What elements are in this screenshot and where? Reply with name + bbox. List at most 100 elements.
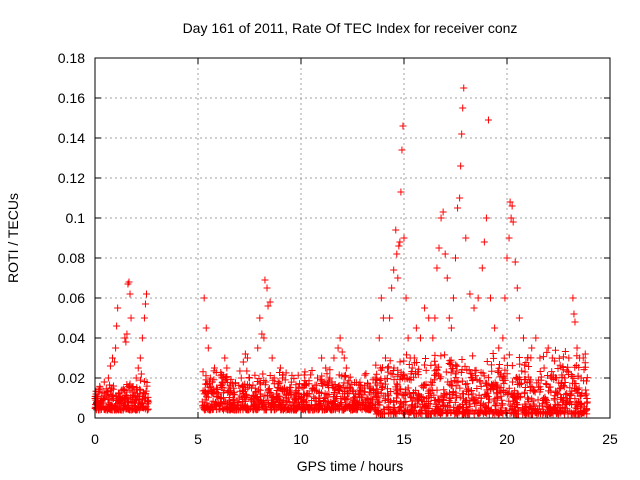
data-point	[143, 290, 150, 298]
data-point	[377, 375, 385, 383]
data-point	[527, 410, 535, 418]
data-point	[213, 384, 221, 392]
data-point	[352, 379, 360, 387]
data-point	[260, 334, 268, 342]
data-point	[452, 362, 460, 370]
data-point	[437, 352, 445, 360]
data-point	[477, 368, 485, 376]
data-point	[123, 330, 131, 338]
data-point	[451, 398, 459, 406]
data-point	[256, 314, 264, 322]
data-point	[241, 380, 249, 388]
data-point	[546, 409, 554, 417]
data-point	[252, 390, 260, 398]
data-point	[198, 398, 206, 406]
data-point	[108, 396, 116, 404]
data-point	[126, 380, 134, 388]
data-point	[524, 354, 532, 362]
data-point	[142, 390, 150, 398]
data-point	[283, 398, 291, 406]
y-tick-label: 0.18	[58, 50, 85, 66]
data-point	[204, 393, 212, 401]
data-point	[511, 258, 519, 266]
data-point	[521, 361, 529, 369]
data-point	[422, 380, 430, 388]
data-point	[408, 402, 416, 410]
data-point	[505, 389, 513, 397]
data-point	[141, 300, 149, 308]
data-point	[323, 370, 331, 378]
data-point	[530, 386, 538, 394]
data-point	[545, 387, 553, 395]
data-point	[293, 400, 301, 408]
data-point	[98, 402, 106, 410]
data-point	[487, 361, 495, 369]
data-point	[276, 364, 284, 372]
data-point	[106, 381, 114, 389]
y-tick-label: 0.16	[58, 90, 85, 106]
data-point	[119, 386, 127, 394]
data-point	[505, 351, 513, 359]
data-point	[337, 395, 345, 403]
x-axis-label: GPS time / hours	[297, 458, 404, 474]
data-point	[136, 403, 144, 411]
data-point	[94, 398, 102, 406]
data-point	[132, 406, 140, 414]
data-point	[561, 379, 569, 387]
data-point	[399, 122, 407, 130]
data-point	[470, 304, 478, 312]
data-point	[205, 380, 213, 388]
data-point	[431, 351, 439, 359]
data-point	[489, 350, 497, 358]
data-point	[297, 394, 305, 402]
data-point	[477, 382, 485, 390]
axis-ticks	[94, 57, 611, 419]
data-point	[472, 398, 480, 406]
data-point	[402, 294, 410, 302]
data-point	[421, 361, 429, 369]
data-point	[264, 302, 272, 310]
x-tick-labels: 0 5 10 15 20 25	[91, 431, 618, 447]
data-point	[408, 394, 416, 402]
data-point	[266, 371, 274, 379]
data-point	[493, 390, 501, 398]
data-point	[243, 367, 251, 375]
data-point	[390, 364, 398, 372]
data-point	[335, 405, 343, 413]
y-tick-labels: 0 0.02 0.04 0.06 0.08 0.1 0.12 0.14 0.16 0.18	[58, 50, 85, 426]
data-point	[241, 393, 249, 401]
data-point	[491, 395, 499, 403]
data-point	[555, 385, 563, 393]
data-point	[462, 396, 470, 404]
data-point	[281, 384, 289, 392]
data-point	[450, 377, 458, 385]
data-point	[449, 294, 457, 302]
data-point	[379, 383, 387, 391]
data-point	[471, 367, 479, 375]
data-point	[251, 371, 259, 379]
data-point	[207, 388, 215, 396]
data-point	[496, 373, 504, 381]
data-point	[461, 409, 469, 417]
data-point	[367, 390, 375, 398]
data-point	[528, 344, 536, 352]
x-tick-label: 25	[602, 431, 618, 447]
data-point	[495, 364, 503, 372]
data-point	[202, 324, 210, 332]
data-point	[371, 374, 379, 382]
data-point	[435, 244, 443, 252]
y-tick-label: 0.1	[66, 210, 86, 226]
data-point	[235, 394, 243, 402]
data-point	[406, 393, 414, 401]
data-point	[434, 395, 442, 403]
data-point	[577, 374, 585, 382]
data-point	[340, 372, 348, 380]
data-point	[477, 394, 485, 402]
data-point	[482, 379, 490, 387]
data-point	[497, 388, 505, 396]
data-point	[105, 401, 113, 409]
data-point	[121, 334, 129, 342]
data-point	[322, 364, 330, 372]
data-point	[344, 379, 352, 387]
data-point	[501, 389, 509, 397]
